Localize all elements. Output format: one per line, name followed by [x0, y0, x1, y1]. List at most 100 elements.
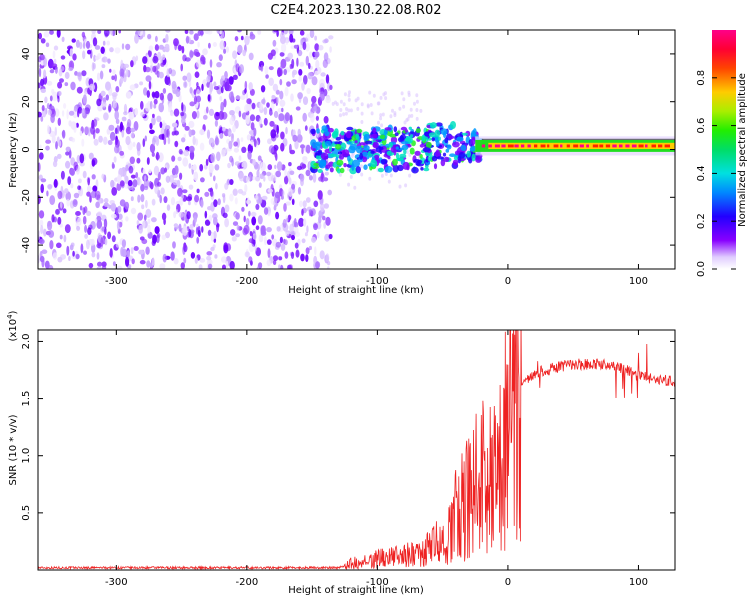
noise-speckle [189, 87, 193, 94]
signal-blob [329, 145, 332, 153]
noise-speckle [194, 257, 198, 264]
signal-peak [586, 144, 589, 148]
signal-peak [579, 144, 584, 148]
noise-speckle [274, 149, 277, 158]
noise-speckle [149, 100, 153, 110]
noise-speckle [241, 191, 247, 196]
signal-peak [638, 144, 644, 148]
noise-speckle [406, 117, 410, 122]
noise-speckle [57, 190, 63, 200]
noise-speckle [281, 190, 285, 197]
noise-speckle [275, 211, 280, 220]
signal-blob [425, 141, 432, 149]
noise-speckle [145, 102, 151, 112]
noise-speckle [147, 224, 151, 234]
noise-speckle [308, 175, 313, 181]
snr-xtick-label: -200 [236, 577, 259, 588]
noise-speckle [234, 36, 239, 42]
signal-blob [460, 144, 467, 151]
noise-speckle [148, 80, 152, 90]
signal-peak [631, 144, 637, 148]
colorbar-gradient [712, 30, 736, 269]
noise-speckle [161, 212, 167, 221]
noise-speckle [377, 101, 381, 106]
noise-speckle [415, 108, 419, 112]
noise-speckle [241, 206, 245, 212]
noise-speckle [194, 194, 200, 203]
noise-speckle [216, 151, 221, 162]
signal-blob [339, 167, 345, 174]
noise-speckle [291, 183, 296, 190]
noise-speckle [129, 156, 135, 165]
noise-speckle [276, 124, 280, 135]
noise-speckle [215, 182, 218, 190]
noise-speckle [303, 37, 309, 42]
noise-speckle [224, 204, 230, 213]
noise-speckle [323, 52, 329, 62]
signal-blob [446, 144, 452, 150]
noise-speckle [298, 75, 303, 82]
noise-speckle [381, 112, 385, 117]
noise-speckle [339, 108, 343, 112]
noise-speckle [99, 70, 104, 80]
noise-speckle [257, 215, 263, 225]
noise-speckle [59, 234, 63, 240]
noise-speckle [57, 256, 63, 263]
noise-speckle [79, 130, 83, 136]
signal-blob [332, 130, 339, 138]
noise-speckle [288, 264, 293, 269]
signal-peak [494, 144, 500, 148]
noise-speckle [280, 243, 286, 251]
noise-speckle [263, 207, 269, 215]
signal-blob [452, 141, 460, 148]
noise-speckle [160, 187, 165, 195]
noise-speckle [96, 72, 101, 81]
signal-blob [336, 159, 344, 166]
noise-speckle [145, 199, 148, 209]
noise-speckle [245, 176, 250, 183]
noise-speckle [178, 223, 182, 232]
noise-speckle [128, 111, 133, 117]
noise-speckle [240, 95, 246, 100]
noise-speckle [322, 215, 326, 221]
noise-speckle [279, 99, 286, 107]
noise-speckle [171, 122, 178, 128]
noise-speckle [38, 82, 41, 89]
noise-speckle [109, 68, 112, 73]
noise-speckle [271, 234, 275, 240]
spectrogram-xlabel: Height of straight line (km) [288, 285, 424, 296]
noise-speckle [40, 115, 44, 122]
noise-speckle [193, 48, 199, 56]
noise-speckle [230, 229, 236, 236]
noise-speckle [69, 48, 73, 57]
signal-blob [363, 164, 368, 170]
signal-blob [363, 145, 370, 151]
noise-speckle [206, 30, 213, 35]
noise-speckle [191, 111, 197, 120]
noise-speckle [140, 100, 144, 110]
signal-blob [433, 163, 438, 170]
noise-speckle [171, 155, 176, 162]
signal-blob [340, 142, 347, 151]
noise-speckle [85, 40, 91, 49]
noise-speckle [173, 223, 179, 228]
signal-peak [507, 144, 514, 148]
noise-speckle [73, 123, 77, 133]
noise-speckle [221, 256, 227, 263]
noise-speckle [84, 206, 88, 214]
signal-peak [645, 144, 648, 148]
noise-speckle [120, 76, 124, 84]
noise-speckle [289, 149, 296, 155]
noise-speckle [77, 217, 82, 226]
noise-speckle [209, 82, 214, 93]
noise-speckle [347, 167, 350, 172]
noise-speckle [302, 156, 308, 161]
noise-speckle [398, 184, 402, 189]
noise-speckle [314, 35, 317, 41]
noise-speckle [292, 69, 298, 75]
noise-speckle [101, 173, 105, 180]
noise-speckle [257, 163, 260, 172]
noise-speckle [73, 200, 78, 205]
noise-speckle [244, 104, 249, 113]
signal-blob [444, 137, 449, 144]
